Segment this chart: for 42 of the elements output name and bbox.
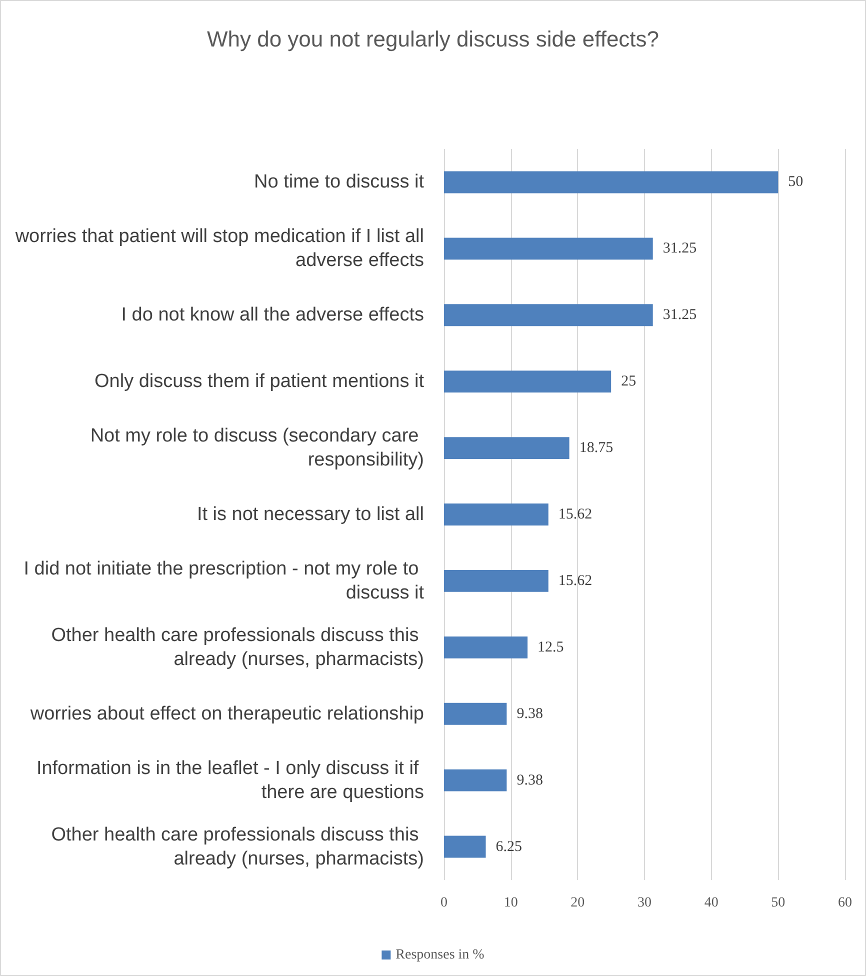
x-tick-label: 40 bbox=[704, 896, 718, 910]
bar bbox=[444, 636, 528, 658]
bar bbox=[444, 769, 507, 792]
bar bbox=[444, 304, 653, 326]
data-label: 31.25 bbox=[662, 307, 697, 324]
bar bbox=[444, 437, 570, 460]
data-label: 50 bbox=[788, 174, 804, 190]
x-tick-label: 50 bbox=[771, 896, 786, 910]
data-label: 31.25 bbox=[662, 240, 697, 257]
bar bbox=[444, 504, 548, 526]
y-tick-label: No time to discuss it bbox=[254, 172, 425, 193]
bar bbox=[444, 171, 778, 194]
data-label: 25 bbox=[621, 374, 636, 390]
data-label: 15.62 bbox=[558, 506, 592, 522]
data-label: 15.62 bbox=[558, 572, 592, 589]
y-tick-label: Only discuss them if patient mentions it bbox=[94, 371, 425, 392]
data-label: 18.75 bbox=[579, 440, 614, 456]
chart-title: Why do you not regularly discuss side effects? bbox=[206, 26, 660, 52]
data-label: 9.38 bbox=[516, 706, 543, 722]
data-label: 9.38 bbox=[516, 772, 543, 788]
y-tick-label: I did not initiate the prescription - not my role to discuss it bbox=[24, 558, 425, 604]
bar bbox=[444, 570, 548, 592]
y-tick-label: It is not necessary to list all bbox=[196, 504, 424, 525]
y-tick-label: worries about effect on therapeutic relationship bbox=[29, 703, 424, 724]
bar bbox=[444, 836, 486, 858]
y-tick-label: Other health care professionals discuss this already (nurses, pharmacists) bbox=[51, 824, 424, 870]
x-tick-label: 20 bbox=[570, 896, 585, 910]
bar bbox=[444, 238, 653, 260]
x-tick-label: 60 bbox=[838, 896, 852, 910]
y-tick-label: Not my role to discuss (secondary care responsibility) bbox=[90, 426, 424, 471]
y-tick-label: Other health care professionals discuss this already (nurses, pharmacists) bbox=[51, 624, 424, 670]
y-tick-label: worries that patient will stop medication if I list all adverse effects bbox=[14, 226, 424, 272]
x-tick-label: 30 bbox=[638, 896, 652, 910]
y-tick-label: I do not know all the adverse effects bbox=[121, 304, 424, 326]
bar bbox=[444, 702, 507, 725]
y-tick-label: Information is in the leaflet - I only discuss it if there are questions bbox=[36, 758, 424, 803]
bar bbox=[444, 370, 612, 393]
x-tick-label: 10 bbox=[504, 896, 518, 910]
data-label: 6.25 bbox=[496, 838, 522, 855]
x-tick-label: 0 bbox=[440, 896, 448, 910]
data-label: 12.5 bbox=[538, 639, 564, 656]
legend-label: Responses in % bbox=[396, 948, 485, 962]
